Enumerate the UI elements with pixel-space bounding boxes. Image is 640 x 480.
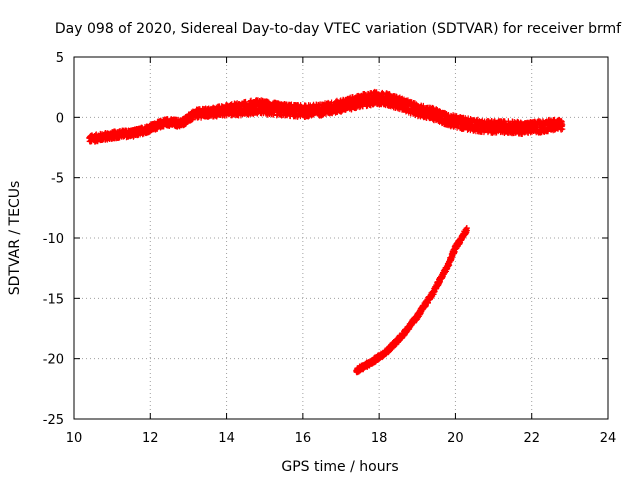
x-tick-label: 20 — [447, 431, 464, 446]
y-tick-label: -5 — [51, 172, 64, 187]
y-axis-label: SDTVAR / TECUs — [7, 181, 23, 296]
x-axis-label: GPS time / hours — [281, 459, 398, 475]
x-tick-label: 18 — [371, 431, 388, 446]
x-tick-label: 14 — [218, 431, 235, 446]
x-tick-label: 12 — [142, 431, 159, 446]
y-tick-label: -25 — [43, 413, 64, 428]
data-points — [86, 88, 566, 376]
y-tick-label: 0 — [56, 111, 64, 126]
x-tick-label: 10 — [66, 431, 83, 446]
x-tick-label: 16 — [295, 431, 312, 446]
x-tick-label: 22 — [523, 431, 540, 446]
grid-lines — [74, 57, 608, 419]
y-tick-label: -10 — [43, 232, 64, 247]
y-tick-label: 5 — [56, 51, 64, 66]
y-tick-label: -20 — [43, 353, 64, 368]
chart-title: Day 098 of 2020, Sidereal Day-to-day VTE… — [55, 21, 622, 37]
x-tick-label: 24 — [600, 431, 617, 446]
y-tick-label: -15 — [43, 292, 64, 307]
